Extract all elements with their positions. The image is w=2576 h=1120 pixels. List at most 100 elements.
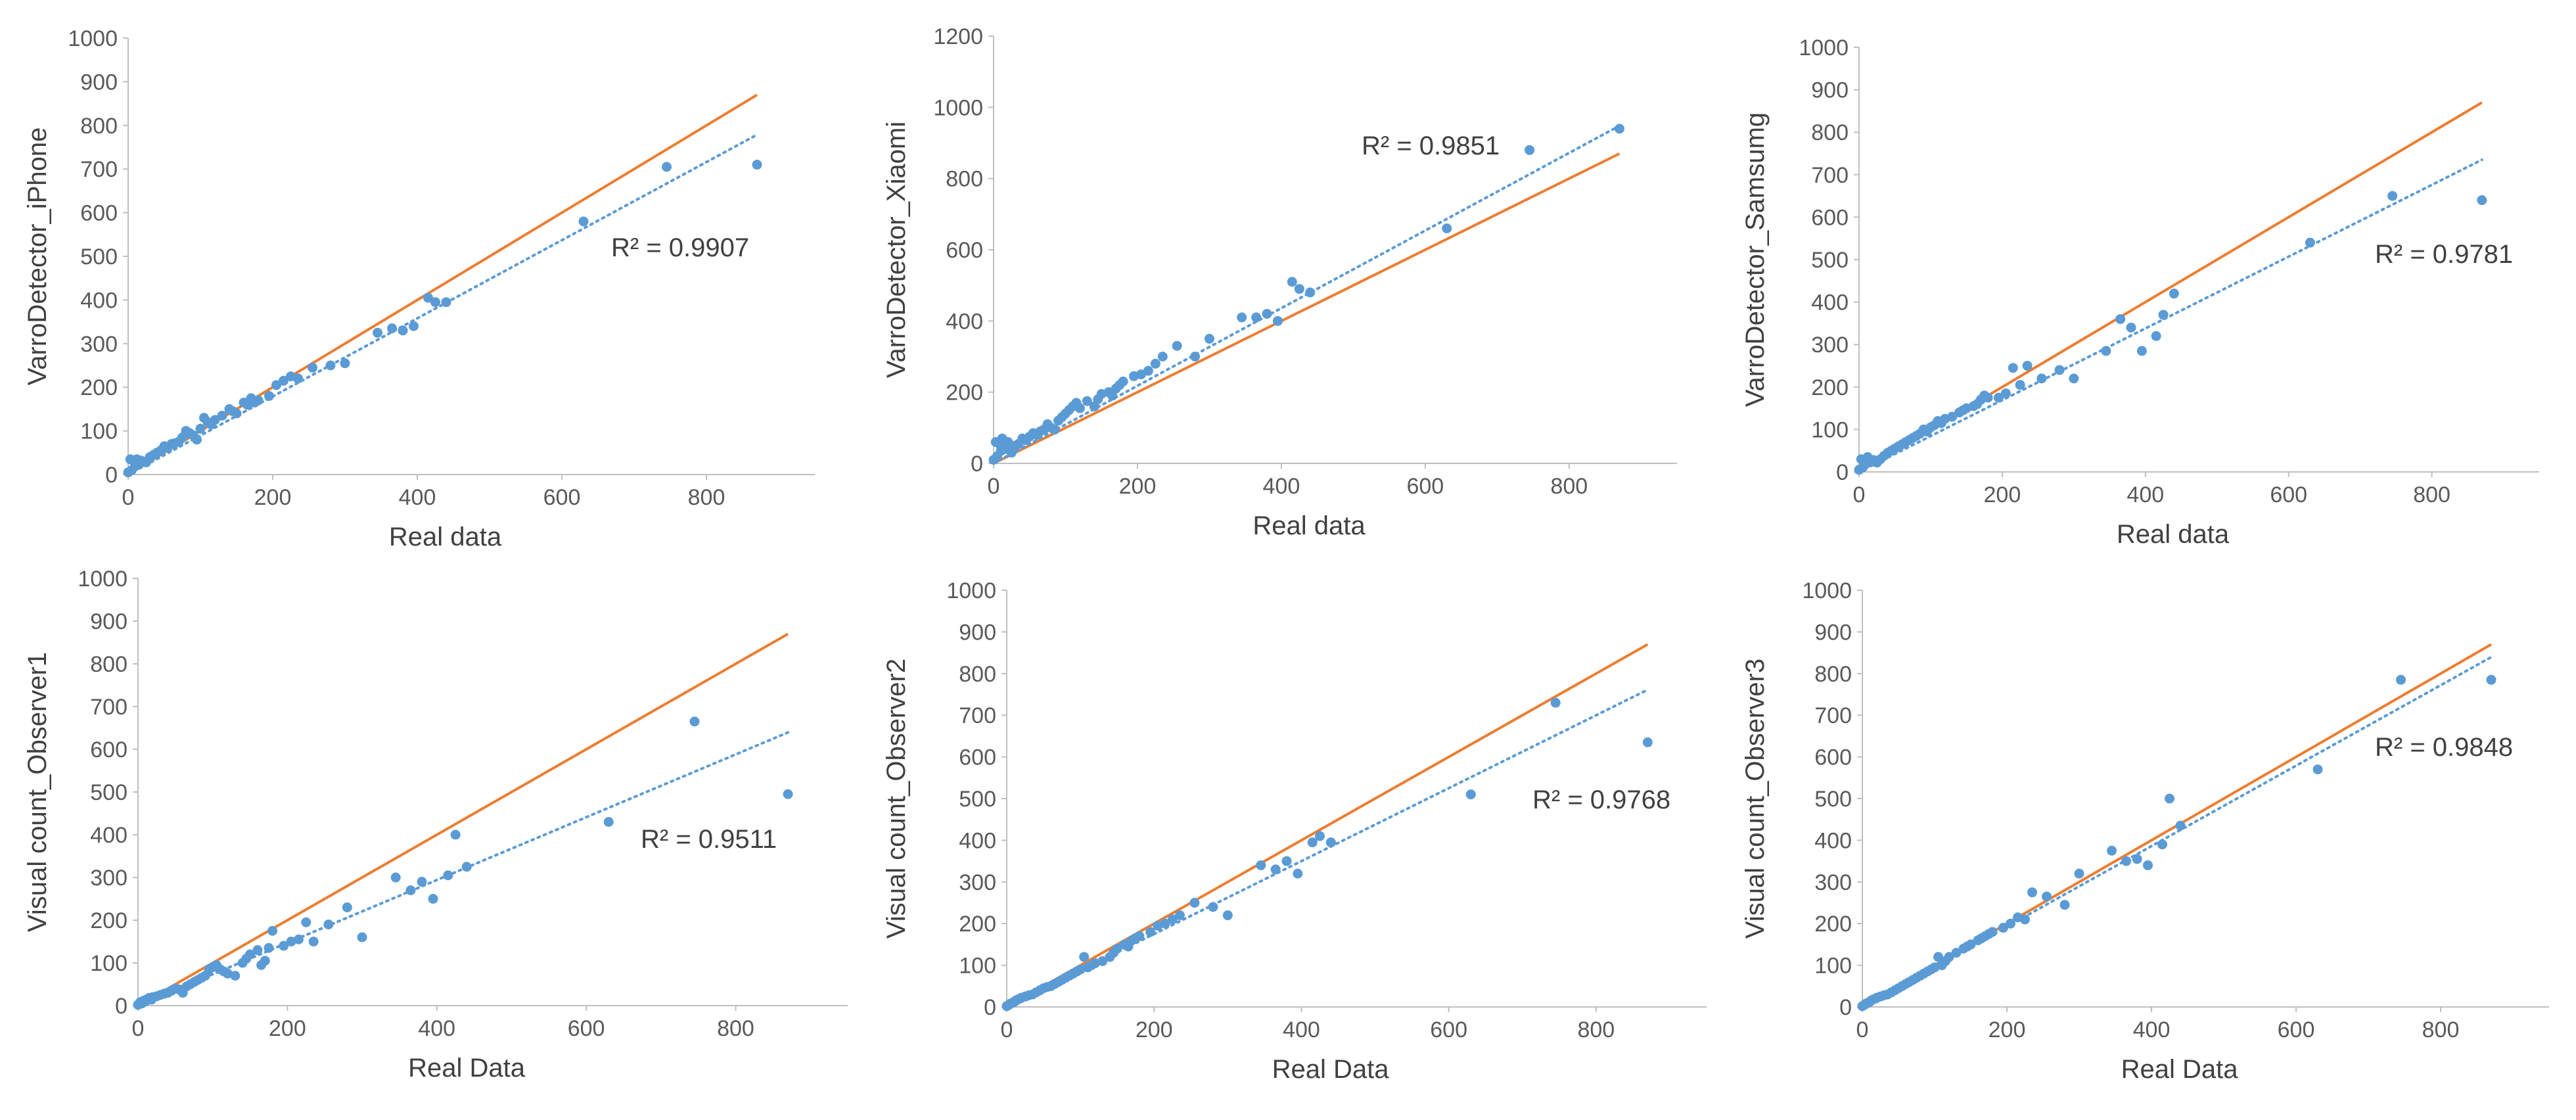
y-tick-label: 600 [959,745,996,770]
trend-line [127,133,758,476]
x-axis-title: Real Data [2121,1055,2239,1084]
data-point [301,917,311,927]
data-point [1237,312,1247,323]
y-tick-label: 1000 [1802,578,1852,603]
identity-line [993,152,1621,465]
y-tick-label: 300 [1814,870,1852,895]
data-point [1966,939,1976,950]
y-tick-label: 200 [1811,375,1849,400]
scatter-chart: 0 100 200 300 400 500 600 700 800 900 1000 0 200 400 6… [1741,35,2539,549]
data-point [578,216,589,227]
y-tick-label: 900 [80,70,118,95]
y-tick-label: 700 [1811,163,1849,188]
y-tick-label: 100 [80,419,118,444]
y-axis-title: Visual count_Observer3 [1741,659,1770,939]
y-tick-label: 300 [80,332,118,357]
data-point [450,829,461,840]
data-point [2042,891,2052,902]
data-point [1189,898,1200,908]
r-squared-label: R² = 0.9848 [2375,733,2513,762]
r-squared-label: R² = 0.9851 [1362,131,1500,160]
data-point [357,932,367,943]
data-point [430,297,440,308]
x-tick-label: 600 [2270,482,2307,507]
data-point [2305,237,2315,248]
y-tick-label: 200 [1814,912,1852,937]
data-point [2486,674,2496,685]
data-point [1287,277,1297,287]
data-point [2157,839,2167,850]
x-tick-label: 800 [1550,474,1588,499]
data-point [308,937,319,946]
y-axis-title: VarroDetector_Samsumg [1741,112,1770,407]
data-point [1272,315,1283,326]
x-tick-label: 600 [568,1016,605,1041]
data-point [2069,373,2079,384]
data-point [1167,914,1178,925]
y-tick-label: 600 [946,238,983,263]
data-point [1174,910,1185,921]
y-tick-label: 400 [90,823,127,848]
data-point [1256,860,1266,870]
data-point [279,375,288,386]
x-axis-title: Real data [389,523,502,551]
data-point [2027,887,2037,898]
y-tick-label: 500 [1814,787,1852,812]
data-point [2477,195,2487,206]
x-axis-title: Real Data [408,1054,526,1083]
x-tick-label: 600 [1406,474,1444,499]
y-tick-label: 600 [1814,745,1852,770]
x-tick-label: 800 [1577,1017,1615,1042]
data-point [2022,361,2033,371]
x-tick-label: 200 [269,1016,306,1041]
data-point [2059,900,2070,910]
data-point [752,160,762,170]
x-axis-title: Real Data [1272,1055,1390,1084]
y-tick-label: 600 [1811,205,1849,230]
x-tick-label: 200 [254,485,292,510]
y-tick-label: 100 [90,951,127,976]
data-point [195,423,206,434]
data-point [1074,403,1085,413]
y-tick-label: 800 [959,662,996,687]
y-tick-label: 200 [90,908,127,933]
x-tick-label: 600 [543,485,581,510]
y-tick-label: 400 [1814,828,1852,853]
y-tick-label: 900 [959,620,996,645]
y-tick-label: 200 [946,381,983,406]
y-tick-label: 300 [1811,333,1849,358]
data-point [2115,314,2126,324]
y-tick-label: 800 [1811,120,1849,145]
y-axis-title: VarroDetector_Xiaomi [882,122,911,379]
y-tick-label: 700 [80,157,118,182]
x-axis-title: Real data [2117,520,2230,549]
data-point [2074,868,2084,879]
y-tick-label: 1000 [933,95,983,120]
y-tick-label: 0 [971,452,983,477]
x-tick-label: 0 [1001,1017,1013,1042]
chart-panel-4: 0 100 200 300 400 500 600 700 800 900 1000 0 200 400 6… [0,559,859,1117]
x-tick-label: 400 [1263,474,1300,499]
data-point [2136,346,2147,356]
data-point [1157,352,1168,362]
y-tick-label: 400 [80,288,118,313]
data-point [2015,380,2025,390]
data-point [260,956,270,966]
scatter-chart: 0 100 200 300 400 500 600 700 800 900 1000 0 200 400 6… [1741,578,2549,1084]
data-point [603,817,614,827]
data-point [1293,868,1303,879]
data-point [2126,322,2136,333]
y-tick-label: 600 [90,737,127,762]
data-point [1294,284,1304,294]
x-tick-label: 200 [1119,474,1157,499]
y-axis-title: Visual count_Observer1 [23,652,52,932]
data-point [2101,346,2111,356]
data-point [2165,793,2174,804]
trend-line [1861,655,2493,1008]
x-tick-label: 200 [1984,482,2021,507]
data-point [2312,764,2323,775]
y-tick-label: 300 [90,866,127,891]
y-tick-label: 900 [1814,620,1852,645]
data-point [1983,392,1993,403]
x-tick-label: 0 [1856,1017,1869,1042]
